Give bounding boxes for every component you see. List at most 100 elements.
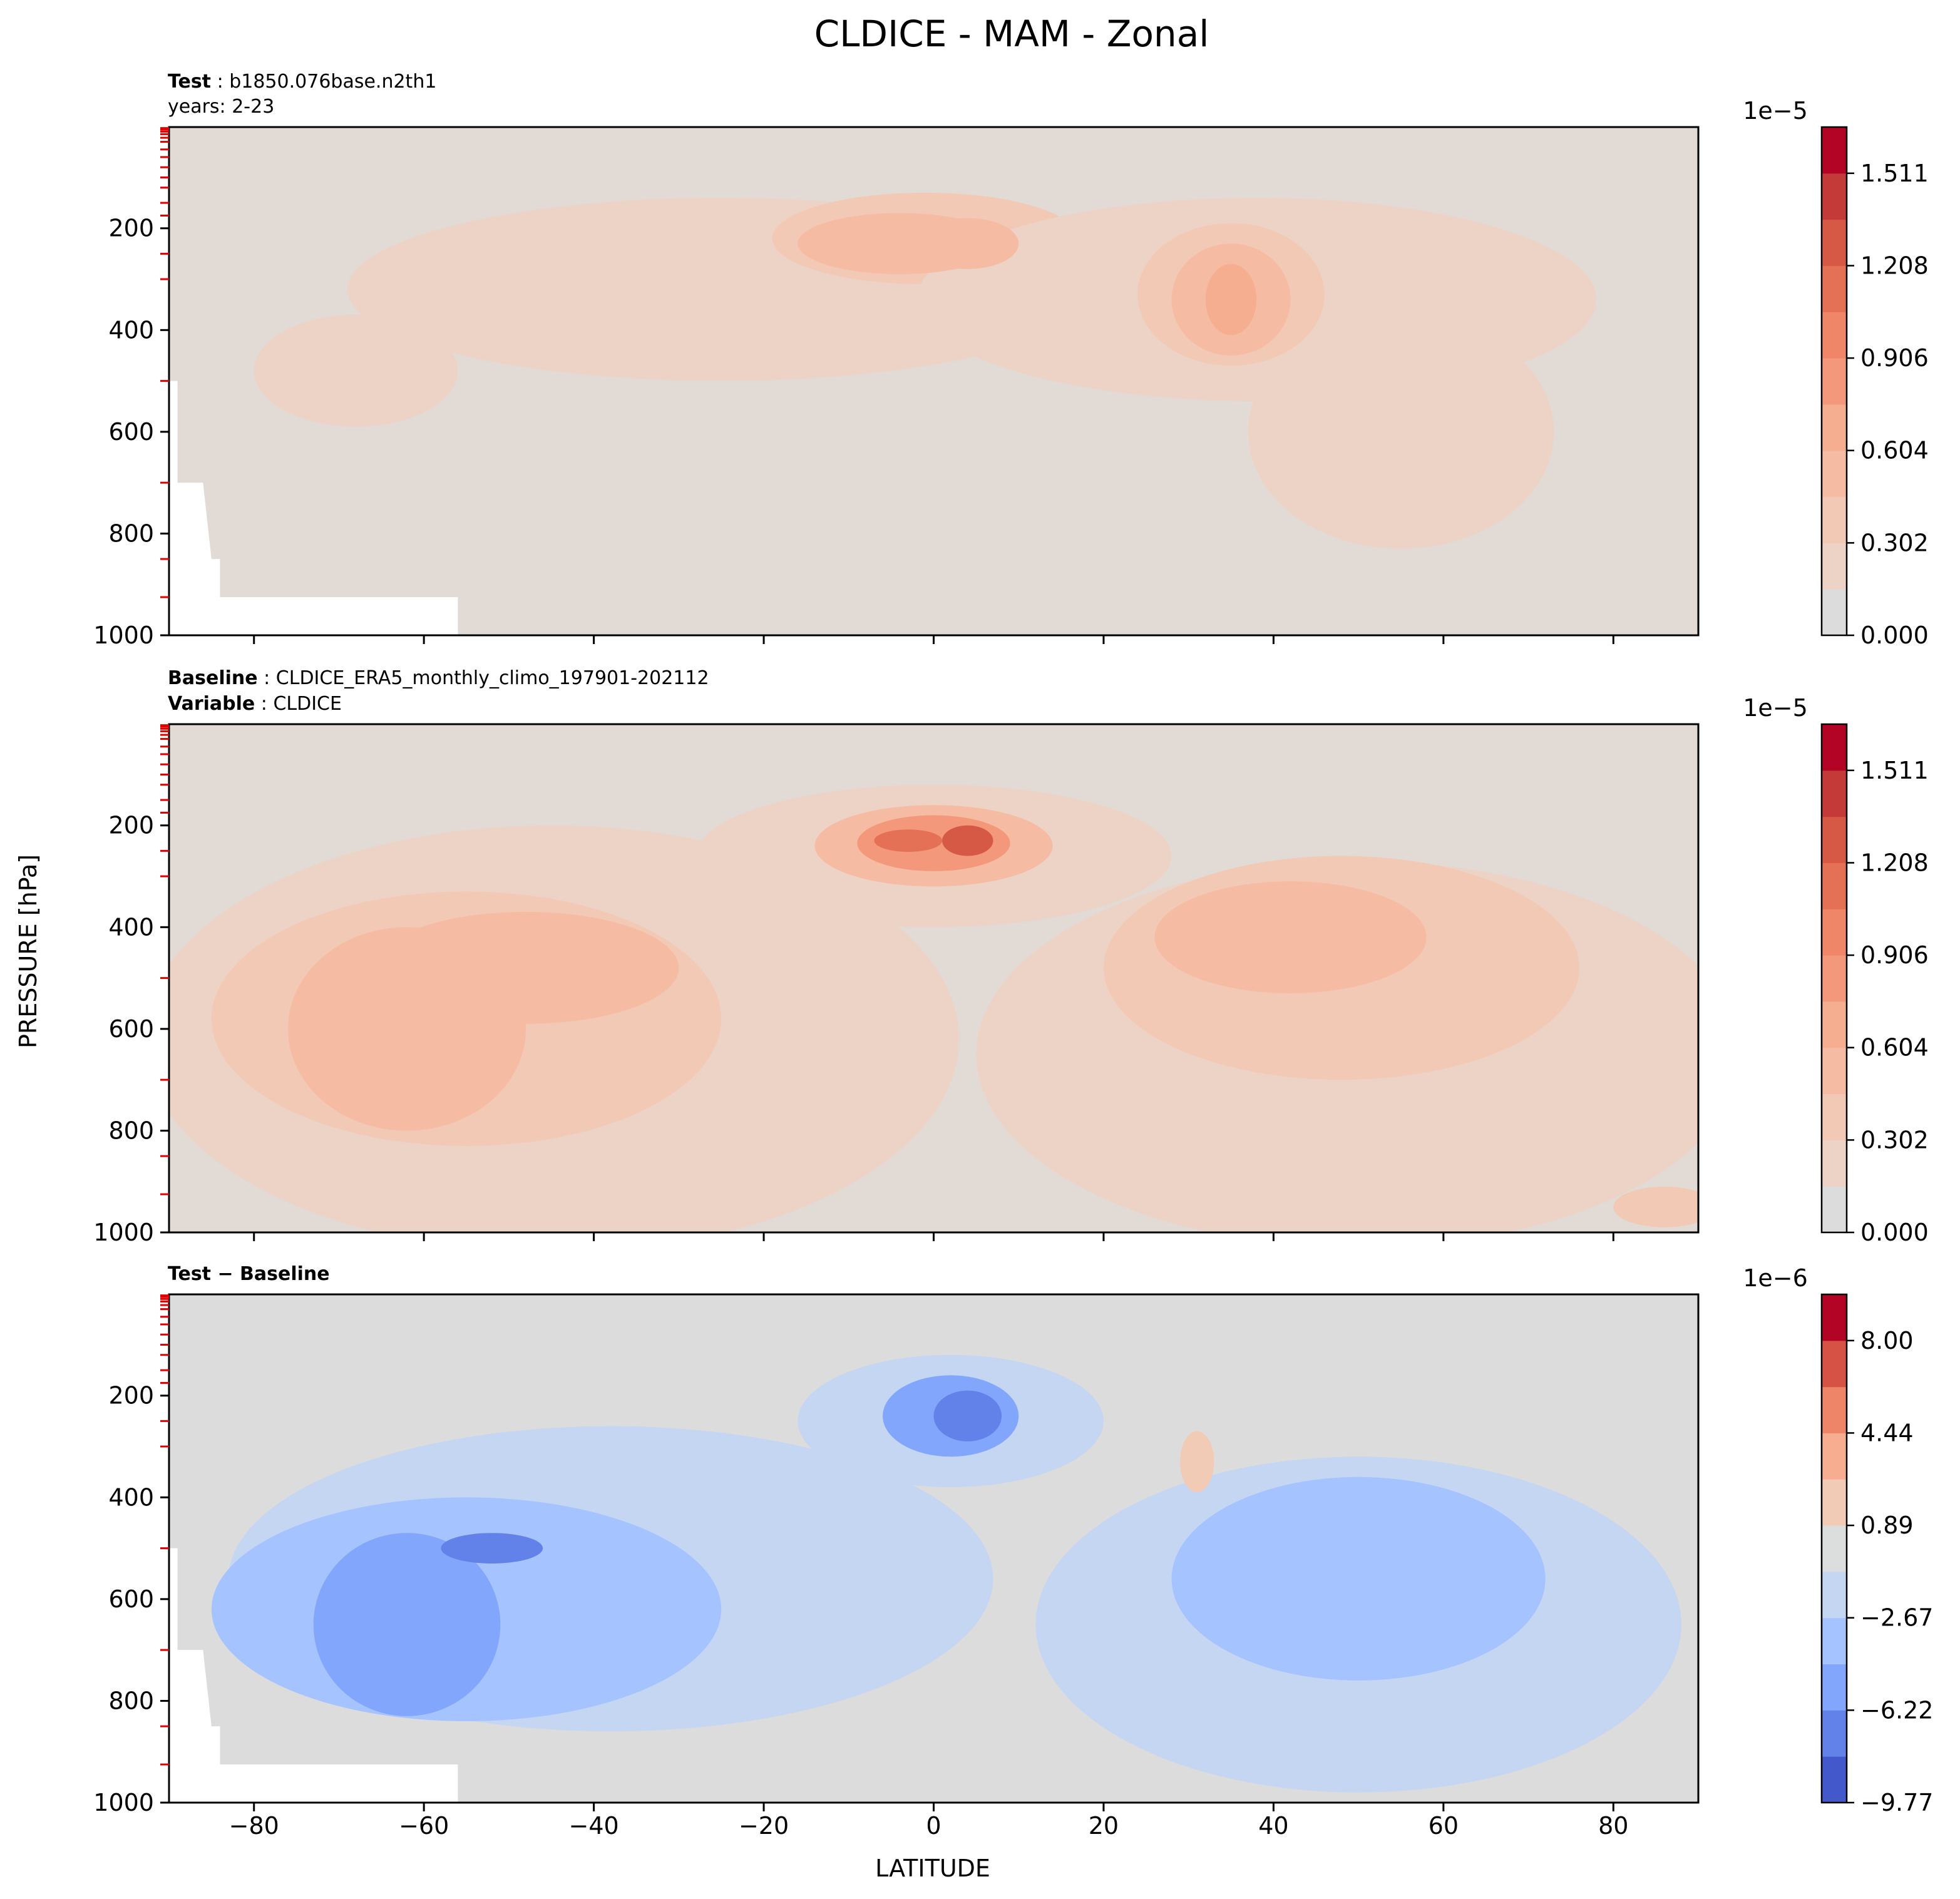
panel-difference-colorbar-segment-0 <box>1822 1756 1847 1803</box>
panel-test-colorbar-tick-label-0: 0.000 <box>1860 622 1929 649</box>
panel-baseline-colorbar-segment-2 <box>1822 1093 1847 1140</box>
panel-baseline-header-line1: Baseline : CLDICE_ERA5_monthly_climo_197… <box>168 667 709 689</box>
figure-title: CLDICE - MAM - Zonal <box>814 13 1209 55</box>
panel-difference-colorbar-segment-4 <box>1822 1571 1847 1619</box>
panel-baseline-colorbar-tick-label-3: 0.906 <box>1860 941 1929 969</box>
panel-difference-colorbar-tick-label-0: −9.77 <box>1860 1789 1933 1816</box>
panel-test-colorbar-tick-label-5: 1.511 <box>1860 160 1929 187</box>
panel-difference-colorbar-tick-label-1: −6.22 <box>1860 1696 1933 1724</box>
panel-difference-ticks: 200 400 600 800 1000 <box>93 1294 1614 1816</box>
panel-test-colorbar-segment-2 <box>1822 496 1847 543</box>
panel-baseline-colorbar-segment-3 <box>1822 1047 1847 1095</box>
panel-difference-contour-9 <box>1180 1431 1214 1493</box>
panel-baseline-colorbar-segment-0 <box>1822 1186 1847 1233</box>
panel-test-contour-4 <box>1248 314 1554 549</box>
panel-baseline-ticks: 200 400 600 800 1000 <box>93 724 1614 1246</box>
xtick-label-6: 40 <box>1258 1812 1288 1840</box>
panel-test: Test : b1850.076base.n2th1 years: 2-23 2… <box>93 71 1929 649</box>
x-tick-labels: −80 −60 −40 −20 0 20 40 60 80 <box>229 1812 1629 1840</box>
panel-test-colorbar-tick-label-3: 0.906 <box>1860 344 1929 372</box>
panel-difference: Test − Baseline 200 400 600 800 1000 −9.77 −6… <box>93 1263 1933 1816</box>
xtick-label-5: 20 <box>1089 1812 1119 1840</box>
panel-test-contour-6 <box>916 218 1019 269</box>
panel-baseline-ytick-label-4: 1000 <box>93 1219 154 1246</box>
panel-test-contour-1 <box>254 314 458 427</box>
panel-test-colorbar: 0.000 0.302 0.604 0.906 1.208 1.511 <box>1820 126 1929 649</box>
panel-difference-colorbar: −9.77 −6.22 −2.67 0.89 4.44 8.00 <box>1820 1293 1933 1816</box>
panel-test-header-line2: years: 2-23 <box>168 96 274 118</box>
panel-baseline-plot-area <box>169 724 1698 1232</box>
panel-baseline: Baseline : CLDICE_ERA5_monthly_climo_197… <box>93 667 1929 1246</box>
xtick-label-3: −20 <box>739 1812 789 1840</box>
panel-test-missing-data <box>169 381 458 635</box>
panel-difference-colorbar-segment-3 <box>1822 1617 1847 1665</box>
panel-test-colorbar-segment-5 <box>1822 358 1847 405</box>
panel-difference-colorbar-frame <box>1820 1293 1848 1804</box>
panel-baseline-colorbar-tick-label-0: 0.000 <box>1860 1219 1929 1246</box>
panel-difference-colorbar-segment-2 <box>1822 1664 1847 1711</box>
panel-difference-ytick-label-1: 400 <box>108 1483 154 1511</box>
panel-baseline-colorbar-segment-1 <box>1822 1140 1847 1187</box>
panel-test-colorbar-tick-label-1: 0.302 <box>1860 529 1929 556</box>
panel-baseline-contour-7 <box>1154 881 1427 993</box>
panel-difference-missing-data <box>169 1548 458 1803</box>
panel-baseline-colorbar-frame <box>1820 723 1848 1234</box>
panel-difference-ytick-label-0: 200 <box>108 1382 154 1410</box>
panel-test-colorbar-segment-10 <box>1822 127 1847 174</box>
panel-difference-header-line1: Test − Baseline <box>168 1263 330 1285</box>
panel-baseline-contour-11 <box>874 829 943 852</box>
panel-difference-colorbar-segment-9 <box>1822 1340 1847 1388</box>
panel-test-colorbar-segment-6 <box>1822 312 1847 359</box>
panel-difference-contour-4 <box>1171 1477 1546 1681</box>
panel-test-ticks: 200 400 600 800 1000 <box>93 127 1614 649</box>
panel-baseline-colorbar-segment-9 <box>1822 770 1847 817</box>
x-axis-label: LATITUDE <box>875 1855 990 1882</box>
panel-baseline-colorbar-segment-6 <box>1822 909 1847 956</box>
xtick-label-0: −80 <box>229 1812 279 1840</box>
panel-difference-colorbar-segment-5 <box>1822 1525 1847 1572</box>
panel-baseline-colorbar-multiplier: 1e−5 <box>1743 694 1808 722</box>
panel-difference-ytick-label-2: 600 <box>108 1585 154 1613</box>
panel-baseline-contour-12 <box>1613 1186 1698 1227</box>
panel-difference-contour-7 <box>933 1390 1002 1441</box>
panel-test-ytick-label-1: 400 <box>108 316 154 344</box>
panel-test-colorbar-segment-8 <box>1822 219 1847 266</box>
panel-test-ytick-label-4: 1000 <box>93 622 154 649</box>
panel-difference-colorbar-multiplier: 1e−6 <box>1743 1264 1808 1292</box>
panel-test-colorbar-segment-9 <box>1822 173 1847 220</box>
panel-baseline-colorbar-tick-label-2: 0.604 <box>1860 1034 1929 1062</box>
panel-difference-plot-area <box>169 1294 1698 1803</box>
panel-test-colorbar-frame <box>1820 126 1848 637</box>
panel-difference-ytick-label-3: 800 <box>108 1687 154 1714</box>
panel-baseline-ytick-label-2: 600 <box>108 1015 154 1043</box>
panel-difference-colorbar-segment-8 <box>1822 1386 1847 1433</box>
xtick-label-1: −60 <box>399 1812 449 1840</box>
panel-test-contour-9 <box>1205 264 1257 335</box>
panel-baseline-colorbar-tick-label-5: 1.511 <box>1860 757 1929 784</box>
panel-baseline-colorbar: 0.000 0.302 0.604 0.906 1.208 1.511 <box>1820 723 1929 1246</box>
panel-difference-colorbar-tick-label-2: −2.67 <box>1860 1604 1933 1632</box>
panel-test-ytick-label-3: 800 <box>108 520 154 547</box>
panel-test-plot-area <box>169 127 1698 635</box>
panel-baseline-colorbar-segment-8 <box>1822 816 1847 863</box>
panel-test-colorbar-segment-1 <box>1822 543 1847 590</box>
panel-baseline-ytick-label-1: 400 <box>108 913 154 941</box>
panel-test-colorbar-tick-label-2: 0.604 <box>1860 437 1929 464</box>
panel-baseline-colorbar-tick-label-4: 1.208 <box>1860 849 1929 876</box>
panel-difference-contour-5 <box>313 1533 501 1716</box>
panel-difference-colorbar-segment-6 <box>1822 1479 1847 1526</box>
xtick-label-4: 0 <box>926 1812 941 1840</box>
panel-baseline-header-line2: Variable : CLDICE <box>168 693 342 715</box>
panel-difference-colorbar-segment-1 <box>1822 1710 1847 1757</box>
panel-difference-colorbar-tick-label-3: 0.89 <box>1860 1512 1914 1539</box>
panel-difference-colorbar-segment-7 <box>1822 1433 1847 1480</box>
panel-baseline-colorbar-segment-4 <box>1822 1001 1847 1048</box>
panel-baseline-contour-6 <box>372 911 679 1024</box>
panel-test-ytick-label-2: 600 <box>108 418 154 446</box>
xtick-label-2: −40 <box>569 1812 619 1840</box>
panel-baseline-contour-10 <box>942 825 993 856</box>
panel-test-colorbar-tick-label-4: 1.208 <box>1860 252 1929 279</box>
xtick-label-8: 80 <box>1598 1812 1628 1840</box>
panel-test-colorbar-segment-0 <box>1822 589 1847 636</box>
panel-baseline-ytick-label-0: 200 <box>108 812 154 839</box>
